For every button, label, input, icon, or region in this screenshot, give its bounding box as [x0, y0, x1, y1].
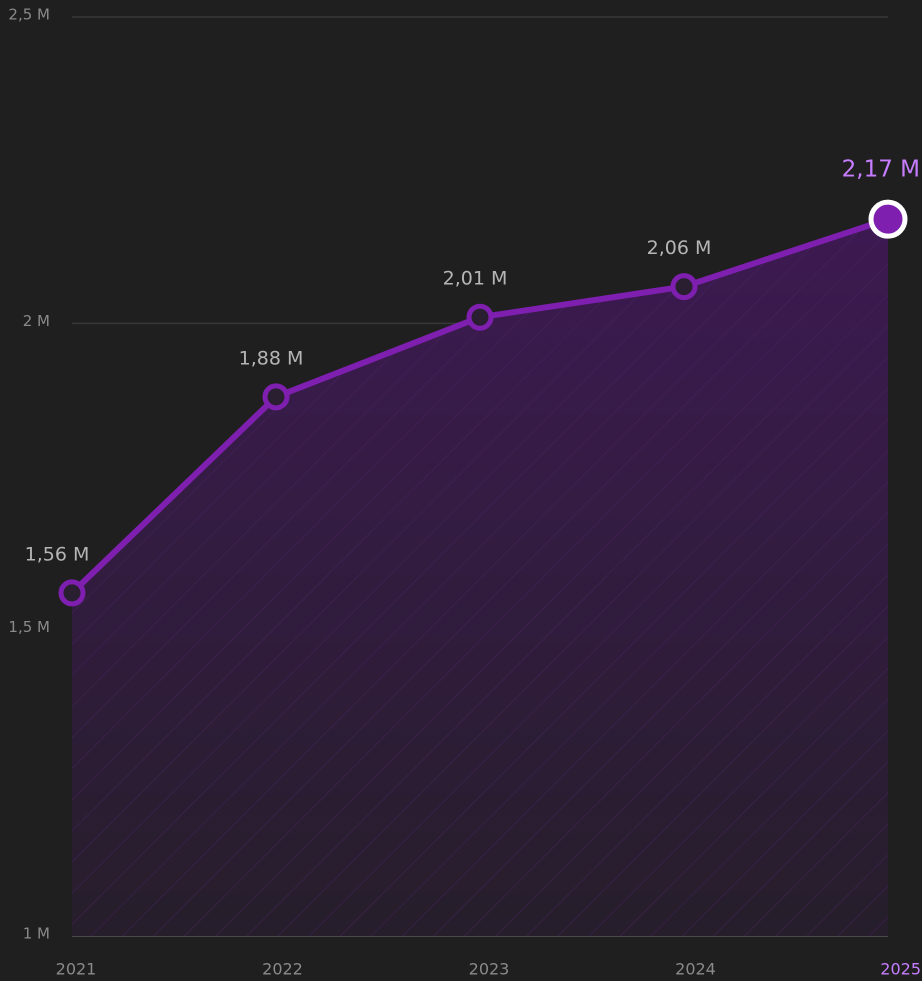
x-tick-label: 2024	[675, 960, 716, 979]
y-tick-label: 1,5 M	[8, 618, 50, 636]
data-label: 2,06 M	[647, 237, 712, 259]
data-label: 2,01 M	[443, 268, 508, 290]
x-tick-label: 2021	[56, 960, 97, 979]
point	[670, 273, 698, 301]
data-label: 2,17 M	[842, 157, 920, 183]
y-tick-label: 2,5 M	[8, 6, 50, 24]
x-tick-label: 2022	[262, 960, 303, 979]
point	[262, 383, 290, 411]
x-tick-label: 2023	[469, 960, 510, 979]
data-label: 1,56 M	[25, 543, 90, 565]
point-highlight	[868, 199, 908, 239]
point	[466, 303, 494, 331]
point	[58, 579, 86, 607]
y-tick-label: 1 M	[23, 925, 50, 943]
x-tick-label: 2025	[880, 960, 921, 979]
y-tick-label: 2 M	[23, 312, 50, 330]
data-label: 1,88 M	[239, 347, 304, 369]
